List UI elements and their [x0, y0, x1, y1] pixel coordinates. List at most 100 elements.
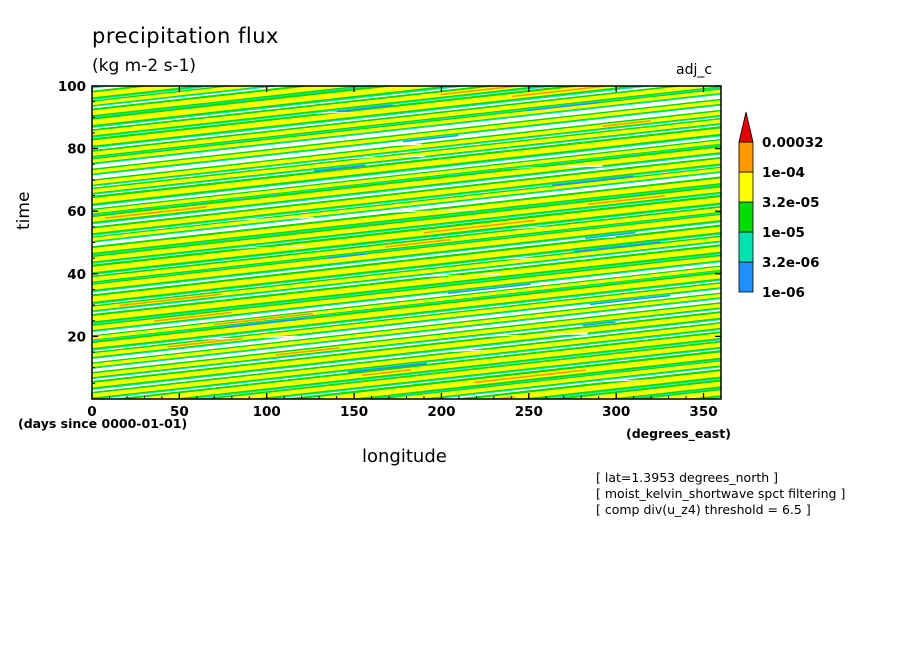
- contour-band: [92, 303, 721, 378]
- contour-edge: [92, 253, 721, 325]
- contour-band: [92, 293, 721, 367]
- contour-edge: [363, 359, 721, 399]
- contour-band: [470, 371, 721, 399]
- contour-edge: [92, 212, 721, 284]
- contour-weak: [225, 317, 306, 329]
- legend-label: 1e-04: [762, 165, 805, 181]
- contour-band: [92, 140, 721, 214]
- contour-band: [92, 86, 538, 136]
- contour-peak: [153, 311, 232, 322]
- dry-gap: [313, 155, 425, 161]
- contour-band: [92, 215, 721, 290]
- contour-weak: [402, 134, 459, 143]
- note-filtering: [ moist_kelvin_shortwave spct filtering …: [596, 486, 846, 501]
- contour-weak: [526, 101, 600, 112]
- y-axis-unit: (days since 0000-01-01): [18, 416, 188, 431]
- contour-weak: [123, 411, 172, 416]
- contour-edge: [92, 153, 721, 225]
- contour-band: [127, 333, 721, 399]
- legend-swatch: [738, 201, 754, 233]
- contour-peak: [511, 86, 605, 98]
- contour-peak: [213, 312, 314, 326]
- legend-overflow-arrow: [738, 111, 754, 143]
- x-axis: 0 50 100 150 200 250 300 350: [87, 86, 722, 420]
- color-legend: 1e-06 3.2e-06 1e-05 3.2e-05 1e-04 0.00032: [738, 111, 824, 301]
- contour-band: [300, 352, 721, 399]
- dry-gap: [357, 208, 477, 215]
- contour-band: [92, 187, 721, 262]
- contour-weak: [589, 294, 671, 306]
- chart-title: precipitation flux: [92, 24, 279, 48]
- contour-band: [92, 111, 721, 185]
- precipitation-field: [92, 24, 721, 451]
- contour-peak: [119, 293, 222, 307]
- contour-weak: [407, 64, 487, 73]
- note-threshold: [ comp div(u_z4) threshold = 6.5 ]: [596, 502, 811, 517]
- contour-peak: [361, 369, 412, 377]
- dry-gap: [552, 24, 615, 28]
- contour-peak: [511, 47, 601, 57]
- contour-peak: [587, 194, 665, 206]
- contour-band: [92, 86, 109, 88]
- contour-edge: [92, 115, 721, 187]
- dry-gap: [388, 273, 501, 279]
- chart-units: (kg m-2 s-1): [92, 56, 197, 76]
- x-tick-label: 250: [515, 404, 543, 420]
- contour-edge: [92, 241, 721, 313]
- contour-band: [92, 128, 721, 204]
- contour-band: [382, 361, 721, 399]
- x-tick-label: 50: [170, 404, 189, 420]
- x-tick-label: 300: [602, 404, 630, 420]
- contour-weak: [390, 442, 436, 447]
- contour-peak: [602, 119, 652, 127]
- contour-peak: [167, 337, 243, 348]
- contour-edge: [92, 192, 721, 265]
- contour-edge: [92, 86, 282, 108]
- contour-edge: [92, 204, 721, 276]
- contour-edge: [92, 144, 721, 216]
- contour-band: [563, 381, 721, 399]
- dry-gap: [164, 335, 298, 342]
- dry-gap: [556, 70, 682, 76]
- contour-band: [92, 196, 721, 273]
- contour-edge: [92, 87, 721, 159]
- contour-edge: [92, 135, 721, 207]
- y-tick-label: 100: [58, 79, 86, 95]
- contour-weak: [585, 232, 636, 240]
- contour-weak: [582, 321, 616, 327]
- contour-band: [92, 178, 721, 253]
- legend-label: 0.00032: [762, 135, 824, 151]
- contour-band: [451, 369, 721, 399]
- x-tick-label: 0: [87, 404, 96, 420]
- contour-weak: [347, 362, 428, 373]
- contour-edge: [532, 378, 721, 399]
- contour-edge: [92, 184, 721, 256]
- contour-edge: [92, 318, 721, 391]
- contour-band: [92, 86, 721, 156]
- x-tick-label: 350: [689, 404, 717, 420]
- legend-swatch: [738, 231, 754, 263]
- contour-band: [92, 86, 630, 146]
- contour-edge: [261, 347, 721, 399]
- legend-swatch: [738, 141, 754, 173]
- run-tag: adj_c: [676, 62, 713, 78]
- legend-label: 3.2e-06: [762, 255, 819, 271]
- contour-edge: [92, 261, 721, 333]
- contour-band: [92, 100, 721, 174]
- dry-gap: [373, 63, 464, 67]
- contour-weak: [551, 175, 635, 187]
- y-tick-label: 80: [67, 142, 86, 158]
- contour-band: [92, 236, 721, 311]
- contour-band: [623, 388, 721, 399]
- contour-band: [92, 167, 721, 241]
- y-axis: 20 40 60 80 100: [58, 79, 721, 400]
- contour-band: [196, 340, 721, 399]
- contour-peak: [120, 440, 215, 451]
- contour-edge: [92, 171, 721, 243]
- contour-edge: [92, 86, 115, 89]
- contour-edge: [92, 123, 721, 195]
- x-tick-label: 100: [253, 404, 281, 420]
- x-axis-unit: (degrees_east): [626, 426, 731, 441]
- contour-peak: [275, 347, 340, 356]
